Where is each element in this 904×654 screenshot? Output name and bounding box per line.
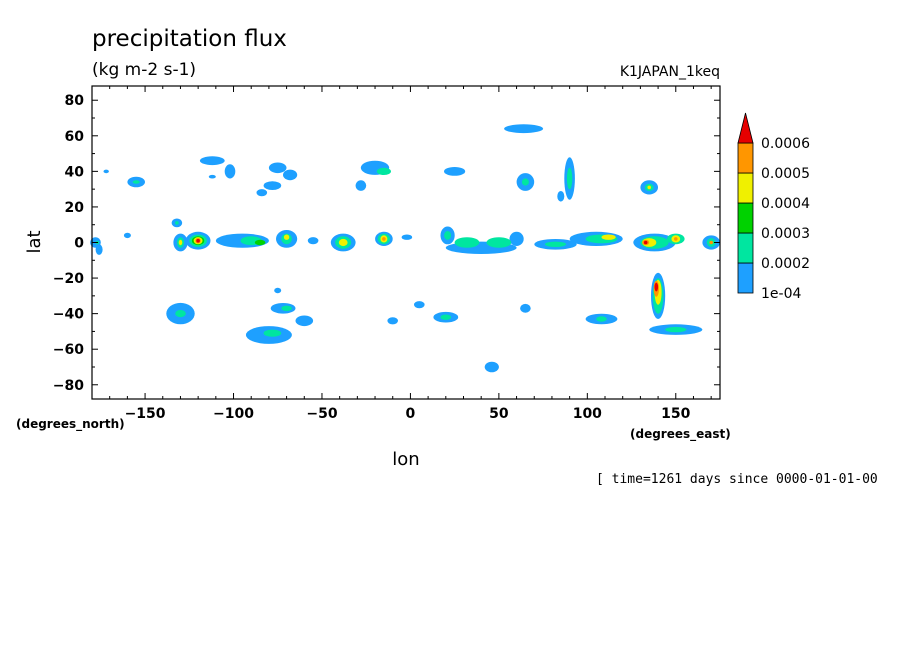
contour-cell — [103, 169, 109, 174]
x-tick-label: −50 — [306, 406, 337, 422]
colorbar-label: 0.0006 — [761, 136, 810, 152]
contour-cell — [566, 167, 573, 190]
x-tick-label: −150 — [125, 406, 166, 422]
contour-cell — [338, 238, 348, 247]
y-tick-label: 40 — [65, 164, 85, 180]
contour-cell — [178, 239, 183, 246]
contour-cell — [596, 316, 607, 322]
contour-cell — [544, 241, 567, 247]
contour-cell — [307, 237, 319, 245]
contour-cell — [440, 314, 452, 320]
x-axis: −150 −100 −50 0 50 100 150 — [91, 86, 712, 422]
contour-cell — [175, 221, 179, 225]
contour-cell — [263, 329, 282, 337]
colorbar-swatch — [737, 202, 754, 234]
colorbar-extend-arrow — [737, 112, 754, 144]
chart-title: precipitation flux — [92, 26, 287, 52]
y-tick-label: −40 — [53, 307, 84, 323]
x-tick-label: −100 — [213, 406, 254, 422]
y-tick-label: 80 — [65, 93, 85, 109]
contour-cell — [709, 240, 713, 245]
y-tick-label: 60 — [65, 129, 85, 145]
contour-cell — [254, 239, 266, 246]
contour-cell — [665, 326, 687, 333]
contour-cell — [654, 282, 659, 292]
contour-cell — [486, 237, 512, 248]
colorbar-label: 1e-04 — [761, 286, 801, 302]
contour-cell — [601, 234, 616, 240]
plot-area — [90, 85, 721, 400]
contour-cell — [295, 315, 314, 327]
x-tick-label: 150 — [661, 406, 690, 422]
contour-cell — [281, 305, 292, 311]
run-label: K1JAPAN_1keq — [620, 64, 720, 80]
contour-cell — [196, 238, 200, 243]
contour-cell — [283, 169, 298, 181]
contour-cell — [263, 181, 282, 191]
contour-cell — [414, 301, 425, 309]
colorbar-swatch — [737, 232, 754, 264]
contour-cell — [521, 178, 529, 186]
contour-cell — [509, 231, 524, 246]
contour-cell — [175, 310, 186, 318]
contour-cell — [520, 303, 531, 313]
contour-cell — [444, 167, 466, 176]
colorbar-swatch — [737, 142, 754, 174]
contour-cells — [90, 124, 720, 373]
contour-cell — [95, 244, 103, 255]
x-tick-label: 0 — [406, 406, 416, 422]
contour-cell — [454, 237, 480, 248]
y-unit-label: (degrees_north) — [16, 417, 125, 432]
colorbar-label: 0.0002 — [761, 256, 810, 272]
contour-cell — [256, 189, 268, 197]
contour-cell — [387, 317, 399, 325]
contour-cell — [274, 287, 282, 294]
contour-cell — [283, 234, 290, 240]
y-tick-label: −60 — [53, 342, 84, 358]
colorbar-label: 0.0004 — [761, 196, 810, 212]
contour-cell — [643, 240, 648, 245]
y-axis-label: lat — [24, 230, 45, 253]
colorbar-label: 0.0003 — [761, 226, 810, 242]
contour-cell — [484, 361, 499, 373]
contour-cell — [199, 156, 225, 166]
colorbar-swatch — [737, 262, 754, 294]
contour-cell — [647, 185, 651, 190]
contour-cell — [376, 167, 391, 175]
contour-cell — [674, 237, 678, 241]
contour-cell — [123, 232, 131, 239]
contour-cell — [504, 124, 544, 134]
contour-cell — [382, 237, 386, 241]
colorbar-swatch — [737, 172, 754, 204]
y-tick-label: −80 — [53, 378, 84, 394]
colorbar: 1e-04 0.0002 0.0003 0.0004 0.0005 0.0006 — [737, 112, 810, 302]
x-unit-label: (degrees_east) — [630, 427, 731, 442]
contour-cell — [444, 231, 452, 240]
y-tick-label: −20 — [53, 271, 84, 287]
colorbar-label: 0.0005 — [761, 166, 810, 182]
contour-cell — [208, 174, 216, 179]
y-tick-label: 20 — [65, 200, 85, 216]
chart-units: (kg m-2 s-1) — [92, 60, 196, 80]
contour-cell — [557, 191, 565, 202]
contour-cell — [132, 180, 140, 184]
y-tick-label: 0 — [74, 236, 84, 252]
x-tick-label: 50 — [489, 406, 509, 422]
time-label: [ time=1261 days since 0000-01-01-00 — [596, 472, 878, 487]
contour-cell — [355, 180, 367, 191]
y-axis: 80 60 40 20 0 −20 −40 −60 −80 — [53, 93, 720, 394]
x-axis-label: lon — [392, 449, 419, 470]
contour-cell — [224, 164, 236, 179]
x-tick-label: 100 — [573, 406, 602, 422]
contour-cell — [268, 162, 287, 174]
contour-cell — [401, 234, 413, 240]
